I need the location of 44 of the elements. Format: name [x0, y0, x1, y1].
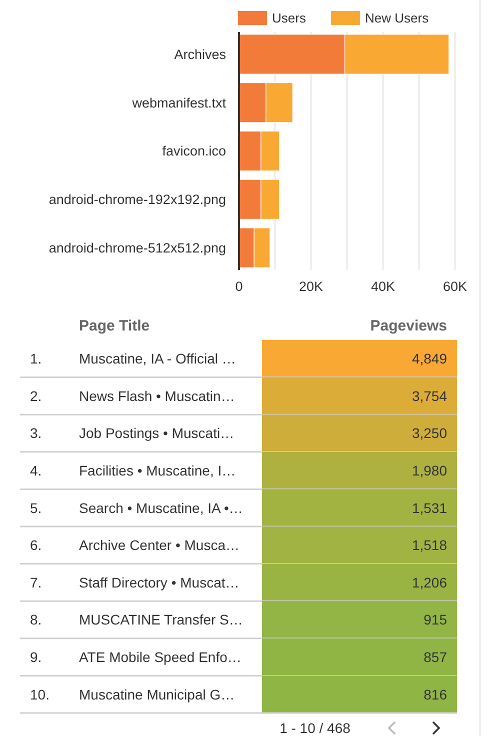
x-tick-label: 0 [235, 279, 243, 294]
data-label: 1,206 [412, 574, 448, 590]
data-label: 1,980 [412, 462, 448, 478]
data-label: 4,849 [412, 350, 448, 367]
y-tick-label: Archives [174, 46, 226, 62]
y2-tick-label: Staff Directory • Muscat… [79, 574, 240, 590]
y-tick-label: 1. [30, 350, 42, 367]
y-tick-label: 5. [30, 500, 42, 516]
y-tick-label: favicon.ico [162, 144, 226, 159]
x-tick-label: 60K [442, 279, 468, 294]
y2-tick-label: Archive Center • Musca… [79, 537, 240, 554]
text: 1 - 10 / 468 [280, 720, 351, 736]
y-tick-label: 7. [30, 574, 42, 590]
legend-label: New Users [365, 10, 430, 26]
data-label: 1,531 [412, 500, 448, 516]
x-tick-label: Pageviews [370, 317, 447, 334]
y2-tick-label: Facilities • Muscatine, I… [79, 462, 236, 478]
y-tick-label: 3. [30, 425, 42, 442]
y2-tick-label: ATE Mobile Speed Enfo… [79, 648, 242, 665]
y2-tick-label: News Flash • Muscatin… [79, 388, 235, 404]
y-tick-label: 6. [30, 537, 42, 554]
data-label: 3,250 [412, 425, 448, 442]
y-tick-label: webmanifest.txt [131, 95, 226, 110]
data-label: 1,518 [412, 537, 448, 554]
y2-tick-label: Job Postings • Muscati… [79, 425, 234, 442]
data-label: 3,754 [412, 388, 448, 404]
data-label: 915 [424, 612, 448, 628]
data-label: 857 [424, 648, 448, 665]
y-tick-label: 4. [30, 462, 42, 478]
y-tick-label: android-chrome-512x512.png [48, 240, 226, 256]
y2-tick-label: Muscatine, IA - Official … [79, 350, 236, 367]
y-tick-label: 9. [30, 648, 42, 665]
data-label: 816 [424, 686, 448, 702]
y2-tick-label: Muscatine Municipal G… [79, 686, 235, 702]
y-axis-title: Page Title [79, 317, 150, 334]
y2-tick-label: Search • Muscatine, IA •… [79, 500, 243, 516]
y-tick-label: android-chrome-192x192.png [48, 192, 226, 208]
x-tick-label: 20K [298, 279, 324, 294]
y-tick-label: 8. [30, 612, 42, 628]
x-tick-label: 40K [370, 279, 396, 294]
y-tick-label: 10. [30, 686, 50, 702]
legend-label: Users [272, 10, 306, 26]
y2-tick-label: MUSCATINE Transfer S… [79, 612, 243, 628]
y-tick-label: 2. [30, 388, 42, 404]
